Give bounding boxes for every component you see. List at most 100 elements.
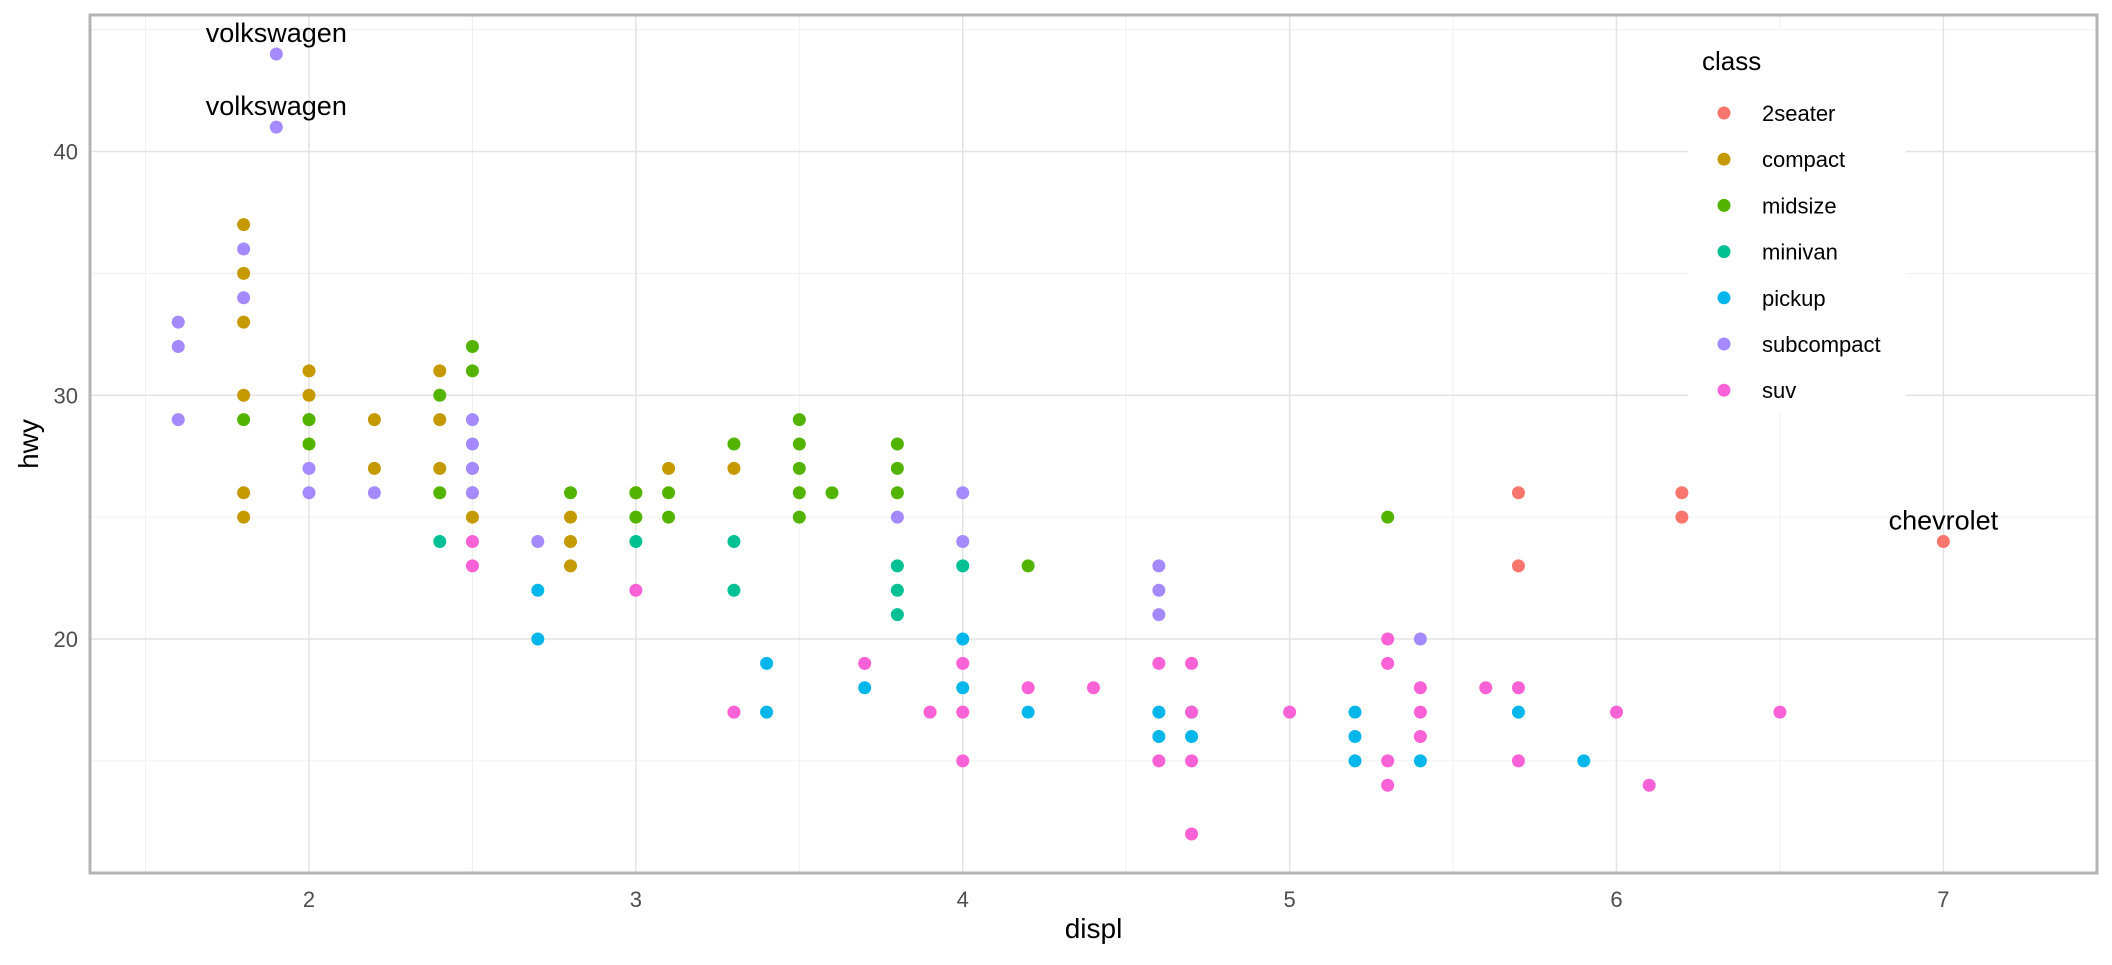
data-point-subcompact <box>890 510 904 524</box>
data-point-suv <box>1381 778 1395 792</box>
legend-key-2seater <box>1717 106 1731 120</box>
data-point-compact <box>727 461 741 475</box>
legend-key-midsize <box>1717 198 1731 212</box>
data-point-midsize <box>825 486 839 500</box>
data-point-2seater <box>1936 535 1950 548</box>
data-point-suv <box>1087 681 1100 695</box>
data-point-subcompact <box>956 535 970 548</box>
data-point-pickup <box>1577 754 1591 768</box>
data-point-subcompact <box>237 242 251 256</box>
data-point-subcompact <box>171 340 185 353</box>
data-point-subcompact <box>302 461 316 475</box>
data-point-compact <box>237 486 251 500</box>
data-point-pickup <box>1185 730 1199 743</box>
data-point-minivan <box>433 535 447 548</box>
data-point-minivan <box>890 559 904 573</box>
y-tick-label: 40 <box>54 140 78 165</box>
x-tick-label: 3 <box>630 887 642 912</box>
data-point-midsize <box>629 510 643 524</box>
data-point-suv <box>1152 754 1166 768</box>
data-point-suv <box>1185 705 1199 719</box>
data-point-subcompact <box>956 486 970 500</box>
data-point-pickup <box>1021 705 1035 719</box>
legend-key-minivan <box>1717 245 1731 259</box>
data-point-subcompact <box>367 486 381 500</box>
data-point-pickup <box>858 681 872 695</box>
data-point-suv <box>1511 681 1525 695</box>
data-point-midsize <box>1021 559 1035 573</box>
data-point-subcompact <box>465 413 479 427</box>
data-point-compact <box>237 218 251 232</box>
data-point-suv <box>629 583 643 597</box>
data-point-2seater <box>1511 559 1525 573</box>
data-point-subcompact <box>269 120 283 134</box>
x-tick-label: 5 <box>1283 887 1295 912</box>
data-point-midsize <box>302 437 316 451</box>
legend-label-2seater: 2seater <box>1762 101 1835 126</box>
data-point-pickup <box>1511 705 1525 719</box>
legend-label-pickup: pickup <box>1762 286 1826 311</box>
data-point-subcompact <box>171 315 185 329</box>
data-point-subcompact <box>171 413 185 427</box>
x-axis-label: displ <box>1065 913 1123 944</box>
data-point-suv <box>956 754 970 768</box>
data-point-midsize <box>465 340 479 353</box>
data-point-compact <box>433 364 447 378</box>
data-point-suv <box>1381 632 1395 646</box>
data-point-compact <box>564 510 578 524</box>
data-point-subcompact <box>302 486 316 500</box>
data-point-compact <box>237 266 251 280</box>
data-point-pickup <box>1152 705 1166 719</box>
data-point-midsize <box>302 413 316 427</box>
data-point-suv <box>727 705 741 719</box>
data-point-midsize <box>662 486 676 500</box>
data-point-subcompact <box>531 535 545 548</box>
data-point-suv <box>1152 656 1166 670</box>
y-tick-label: 30 <box>54 383 78 408</box>
data-point-suv <box>1185 754 1199 768</box>
data-point-subcompact <box>1152 608 1166 622</box>
data-point-midsize <box>1381 510 1395 524</box>
legend-label-suv: suv <box>1762 378 1796 403</box>
data-point-suv <box>1479 681 1493 695</box>
x-tick-label: 4 <box>957 887 969 912</box>
data-point-subcompact <box>1413 632 1427 646</box>
data-point-midsize <box>662 510 676 524</box>
legend-label-compact: compact <box>1762 147 1845 172</box>
data-point-compact <box>564 535 578 548</box>
legend-key-subcompact <box>1717 337 1731 351</box>
data-point-compact <box>564 559 578 573</box>
data-point-midsize <box>433 486 447 500</box>
legend-key-pickup <box>1717 291 1731 305</box>
data-point-pickup <box>956 632 970 646</box>
data-point-subcompact <box>1152 583 1166 597</box>
point-annotation: chevrolet <box>1889 506 1999 536</box>
data-point-compact <box>433 461 447 475</box>
data-point-suv <box>465 559 479 573</box>
data-point-minivan <box>629 535 643 548</box>
tick-labels: 2 3 4 5 6 7 20 30 40 <box>54 140 1950 913</box>
data-point-midsize <box>237 413 251 427</box>
data-point-compact <box>662 461 676 475</box>
data-point-suv <box>1185 827 1199 841</box>
data-point-compact <box>465 510 479 524</box>
data-point-midsize <box>890 486 904 500</box>
data-point-pickup <box>760 705 774 719</box>
x-tick-label: 2 <box>303 887 315 912</box>
data-point-pickup <box>1348 730 1362 743</box>
point-annotation: volkswagen <box>206 18 347 48</box>
data-point-midsize <box>890 437 904 451</box>
data-point-suv <box>1773 705 1787 719</box>
point-annotation: volkswagen <box>206 91 347 121</box>
data-point-pickup <box>1348 754 1362 768</box>
data-point-subcompact <box>1152 559 1166 573</box>
legend-key-suv <box>1717 383 1731 397</box>
data-points <box>171 47 1950 841</box>
data-point-suv <box>1413 681 1427 695</box>
y-axis-label: hwy <box>13 419 44 469</box>
data-point-midsize <box>792 461 806 475</box>
data-point-pickup <box>1152 730 1166 743</box>
data-point-minivan <box>890 608 904 622</box>
data-point-compact <box>237 388 251 402</box>
data-point-midsize <box>792 486 806 500</box>
